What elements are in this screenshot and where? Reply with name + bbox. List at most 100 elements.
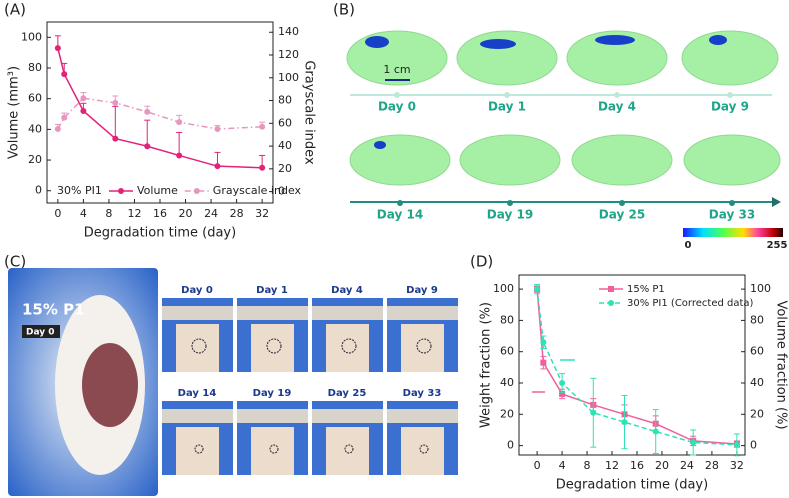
- x-tick-label: 28: [705, 459, 719, 472]
- x-tick-label: 28: [230, 207, 244, 220]
- legend-label: 15% P1: [627, 284, 665, 295]
- timeline-dot: [619, 200, 625, 206]
- ruler: [237, 306, 308, 320]
- y-tick-label: 100: [21, 30, 42, 43]
- day-label: Day 33: [403, 388, 442, 399]
- marker: [621, 419, 628, 426]
- x-tick-label: 24: [680, 459, 694, 472]
- legend-marker: [118, 188, 124, 194]
- x-tick-label: 24: [204, 207, 218, 220]
- series-line: [57, 97, 263, 130]
- legend-marker: [608, 300, 614, 306]
- timeline-arrow: [772, 197, 781, 207]
- y2-tick-label: 120: [278, 48, 299, 61]
- legend-label: Grayscale index: [213, 184, 302, 197]
- colorbar-tick: 255: [767, 240, 788, 251]
- panel-label: (A): [4, 1, 26, 19]
- photo-day: Day 0: [26, 328, 55, 338]
- y-axis-title: Weight fraction (%): [479, 302, 494, 428]
- sample: [326, 427, 369, 475]
- ruler: [237, 409, 308, 423]
- y2-tick-label: 20: [278, 162, 292, 175]
- x-tick-label: 16: [630, 459, 644, 472]
- ruler: [162, 306, 233, 320]
- day-label: Day 25: [328, 388, 367, 399]
- day-label: Day 19: [253, 388, 292, 399]
- day-label: Day 9: [711, 100, 749, 114]
- ruler: [387, 306, 458, 320]
- ruler: [312, 306, 383, 320]
- x-tick-label: 4: [559, 459, 566, 472]
- sample: [326, 324, 369, 372]
- marker: [259, 164, 266, 171]
- y2-tick-label: 0: [278, 185, 285, 198]
- panel-label: (B): [333, 1, 355, 19]
- defect: [191, 338, 207, 354]
- day-label: Day 14: [377, 208, 423, 222]
- ruler: [312, 409, 383, 423]
- marker: [176, 152, 183, 159]
- marker: [559, 390, 566, 397]
- day-label: Day 0: [378, 100, 416, 114]
- sample: [401, 427, 444, 475]
- y-tick-label: 60: [500, 345, 514, 358]
- day-label: Day 1: [488, 100, 526, 114]
- x-tick-label: 32: [255, 207, 269, 220]
- panel-label: (C): [4, 253, 26, 271]
- y2-tick-label: 40: [750, 376, 764, 389]
- legend-label: Volume: [137, 184, 178, 197]
- marker: [54, 45, 61, 52]
- photo-day-bg: [22, 325, 60, 338]
- sample: [251, 324, 294, 372]
- marker: [54, 126, 61, 133]
- day-label: Day 33: [709, 208, 755, 222]
- defect: [194, 444, 204, 454]
- y-tick-label: 0: [507, 439, 514, 452]
- y2-tick-label: 80: [278, 94, 292, 107]
- day-label: Day 0: [181, 285, 213, 296]
- y-tick-label: 40: [500, 376, 514, 389]
- x-tick-label: 16: [153, 207, 167, 220]
- series-line: [536, 289, 737, 445]
- photo-label: 15% P1: [22, 301, 85, 319]
- day-label: Day 4: [598, 100, 636, 114]
- legend-marker: [608, 286, 614, 292]
- y2-tick-label: 60: [750, 345, 764, 358]
- marker: [559, 380, 566, 386]
- day-label: Day 25: [599, 208, 645, 222]
- sample: [251, 427, 294, 475]
- y-tick-label: 60: [28, 92, 42, 105]
- timeline-dot: [614, 92, 620, 98]
- wound: [82, 343, 138, 427]
- y2-tick-label: 80: [750, 313, 764, 326]
- y-tick-label: 100: [493, 282, 514, 295]
- ruler: [387, 409, 458, 423]
- y-tick-label: 80: [500, 313, 514, 326]
- x-tick-label: 12: [605, 459, 619, 472]
- marker: [176, 119, 183, 126]
- legend-marker: [193, 188, 200, 194]
- day-label: Day 14: [178, 388, 217, 399]
- timeline-dot: [729, 200, 735, 206]
- day-label: Day 4: [331, 285, 363, 296]
- colorbar-tick: 0: [685, 240, 692, 251]
- marker: [214, 163, 221, 170]
- marker: [61, 114, 68, 121]
- marker: [690, 439, 697, 446]
- x-tick-label: 4: [80, 207, 87, 220]
- y2-tick-label: 0: [750, 439, 757, 452]
- marker: [590, 409, 597, 416]
- y-tick-label: 20: [28, 153, 42, 166]
- sample: [176, 324, 219, 372]
- marker: [259, 123, 266, 130]
- x-tick-label: 8: [105, 207, 112, 220]
- x-tick-label: 0: [534, 459, 541, 472]
- plot-frame: [518, 274, 746, 456]
- y2-axis-title: Volume fraction (%): [774, 300, 789, 429]
- defect: [344, 444, 354, 454]
- y-tick-label: 40: [28, 122, 42, 135]
- x-tick-label: 0: [54, 207, 61, 220]
- x-tick-label: 8: [584, 459, 591, 472]
- scale-bar-label: 1 cm: [383, 63, 410, 76]
